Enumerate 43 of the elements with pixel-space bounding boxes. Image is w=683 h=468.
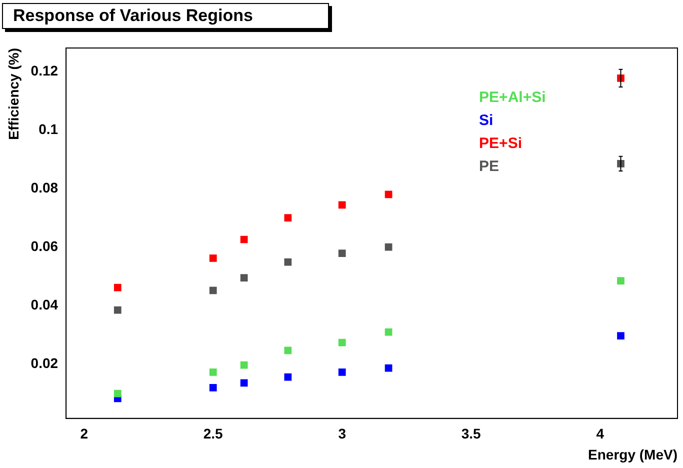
point: [338, 201, 346, 209]
point: [617, 277, 624, 284]
y-tick-label: 0.1: [38, 120, 58, 137]
y-tick-label: 0.02: [30, 355, 58, 372]
point: [284, 214, 292, 222]
text: PE+Al+Si: [479, 89, 546, 106]
point: [209, 384, 217, 392]
y-tick-label: 0.08: [30, 179, 58, 196]
point: [240, 274, 248, 282]
point: [338, 368, 346, 376]
x-tick-label: 2.5: [203, 426, 224, 442]
point: [338, 338, 346, 346]
point: [240, 379, 248, 387]
x-tick-label: 4: [596, 426, 604, 442]
point: [240, 361, 248, 369]
point: [240, 236, 248, 244]
x-tick-label: 2: [80, 426, 88, 442]
text: PE: [479, 158, 500, 176]
point: [384, 364, 392, 372]
point: [209, 254, 217, 262]
point: [284, 258, 292, 266]
point: [284, 373, 292, 381]
text: PE+Si: [479, 135, 522, 152]
point: [114, 390, 122, 398]
y-tick-label: 0.06: [30, 238, 58, 254]
y-tick-label: 0.04: [30, 296, 58, 313]
text: Si: [479, 112, 494, 130]
point: [384, 243, 392, 251]
x-tick-label: 3: [338, 426, 346, 442]
point: [384, 190, 392, 198]
y-axis-title: Efficiency (%): [5, 48, 22, 140]
x-tick-label: 3.5: [461, 426, 482, 442]
point: [114, 284, 122, 292]
point: [209, 286, 217, 294]
point: [338, 250, 346, 257]
y-tick-label: 0.12: [30, 62, 58, 78]
x-axis-title: Energy (MeV): [588, 446, 678, 462]
point: [284, 346, 292, 354]
point: [617, 332, 624, 340]
chart-title: Response of Various Regions: [2, 3, 329, 29]
point: [209, 368, 217, 376]
point: [114, 306, 122, 314]
point: [384, 328, 392, 336]
